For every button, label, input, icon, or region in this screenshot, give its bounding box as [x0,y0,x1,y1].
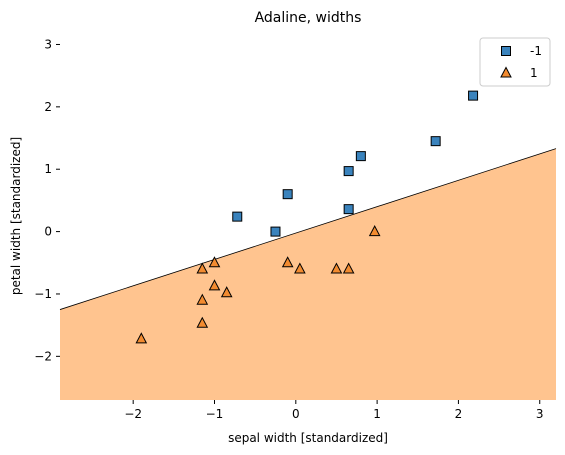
triangle-point [342,262,355,274]
x-tick-label: 1 [373,407,381,421]
y-tick-label: 1 [44,162,52,176]
triangle-point [196,293,209,305]
y-tick-label: −2 [34,349,52,363]
y-tick-label: 3 [44,37,52,51]
square-point [343,166,354,177]
legend-entry-label: -1 [530,44,542,58]
square-point [355,151,366,162]
y-tick-label: 2 [44,100,52,114]
legend: -1 1 [479,37,551,87]
legend-frame [479,37,551,87]
decision-boundary-line [59,148,557,310]
triangle-point [281,256,294,268]
legend-marker [500,66,512,78]
square-point [232,211,243,222]
triangle-point [196,316,209,328]
x-tick-label: 3 [536,407,544,421]
plot-area [59,32,557,400]
triangle-point [196,262,209,274]
square-point [270,226,281,237]
triangle-point [208,256,221,268]
data-points [135,90,479,344]
y-axis-label: petal width [standardized] [9,137,23,295]
square-point [430,136,441,147]
chart-title: Adaline, widths [255,10,362,26]
x-tick-label: −1 [206,407,224,421]
x-axis-label: sepal width [standardized] [228,431,388,445]
y-tick-label: 0 [44,225,52,239]
y-tick-label: −1 [34,287,52,301]
triangle-point [220,286,233,298]
x-tick-label: 2 [455,407,463,421]
y-axis-ticks: −2 −1 0 1 2 3 [34,37,60,363]
x-axis-ticks: −2 −1 0 1 2 3 [124,400,544,421]
triangle-point [135,332,148,344]
triangle-point [294,262,306,274]
x-tick-label: −2 [124,407,142,421]
triangle-point [368,225,381,237]
square-point [282,189,293,200]
decision-region-fill [60,148,556,400]
triangle-point [208,279,221,291]
x-tick-label: 0 [292,407,300,421]
square-point [343,204,354,215]
square-point [468,90,479,101]
legend-marker [501,46,511,56]
legend-entry-label: 1 [530,66,538,80]
triangle-point [330,262,343,274]
